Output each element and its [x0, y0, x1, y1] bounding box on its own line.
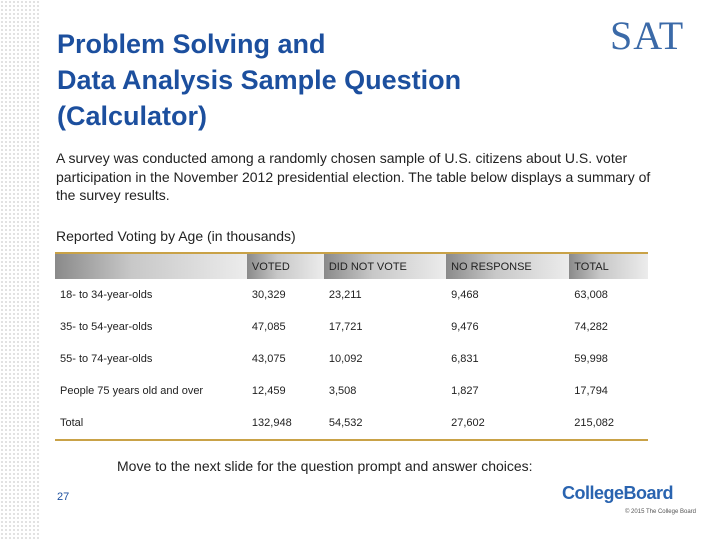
- table-cell: 47,085: [251, 321, 286, 333]
- title-line: (Calculator): [57, 101, 208, 131]
- dotted-strip: [0, 0, 40, 540]
- table-cell: 3,508: [328, 385, 357, 397]
- column-header: [55, 253, 247, 279]
- sat-logo: SAT: [610, 13, 685, 58]
- table-cell: 74,282: [574, 321, 608, 333]
- table-cell: 35- to 54-year-olds: [60, 321, 153, 333]
- title-line: Problem Solving and: [57, 29, 326, 59]
- column-header: TOTAL: [569, 253, 648, 279]
- table-row: 35- to 54-year-olds 47,085 17,721 9,476 74,2…: [55, 311, 648, 343]
- table-cell: 63,008: [574, 289, 608, 301]
- table-cell: 9,476: [451, 321, 479, 333]
- college-board-logo: CollegeBoard: [562, 483, 674, 503]
- title-line: Data Analysis Sample Question: [57, 65, 462, 95]
- column-header: VOTED: [246, 253, 324, 279]
- header-row: VOTED DID NOT VOTE NO RESPONSE TOTAL: [55, 253, 648, 279]
- data-table: VOTED DID NOT VOTE NO RESPONSE TOTAL 18- to …: [55, 252, 648, 441]
- table-cell: 1,827: [451, 385, 479, 397]
- table-cell: 18- to 34-year-olds: [60, 289, 153, 301]
- table-cell: 215,082: [574, 417, 615, 429]
- table-cell: 12,459: [251, 385, 286, 397]
- table-cell: 17,721: [328, 321, 363, 333]
- table-cell: 27,602: [451, 417, 485, 429]
- column-header: DID NOT VOTE: [323, 253, 447, 279]
- table-cell: 30,329: [251, 289, 286, 301]
- table-cell: 10,092: [328, 353, 363, 365]
- table-cell: 6,831: [451, 353, 479, 365]
- table-row: Total 132,948 54,532 27,602 215,082: [55, 407, 648, 440]
- table-cell: 23,211: [328, 289, 362, 301]
- table-row: 55- to 74-year-olds 43,075 10,092 6,831 59,9…: [55, 343, 648, 375]
- table-cell: 54,532: [328, 417, 363, 429]
- slide-title: Problem Solving and Data Analysis Sample …: [57, 26, 461, 134]
- table-cell: 43,075: [251, 353, 286, 365]
- column-header: NO RESPONSE: [446, 253, 570, 279]
- table-row: People 75 years old and over 12,459 3,508 1…: [55, 375, 648, 407]
- table-cell: 9,468: [451, 289, 479, 301]
- table-cell: People 75 years old and over: [60, 385, 204, 397]
- instruction: Move to the next slide for the question …: [117, 458, 533, 474]
- table-cell: Total: [60, 417, 84, 429]
- copyright: © 2015 The College Board: [624, 509, 696, 515]
- table-caption: Reported Voting by Age (in thousands): [56, 228, 296, 244]
- table-cell: 132,948: [251, 417, 292, 429]
- table-row: 18- to 34-year-olds 30,329 23,211 9,468 63,0…: [55, 279, 648, 311]
- page-number: 27: [57, 491, 70, 503]
- table-cell: 17,794: [574, 385, 608, 397]
- table-cell: 55- to 74-year-olds: [60, 353, 153, 365]
- table-cell: 59,998: [574, 353, 608, 365]
- intro-text: A survey was conducted among a randomly …: [56, 150, 651, 203]
